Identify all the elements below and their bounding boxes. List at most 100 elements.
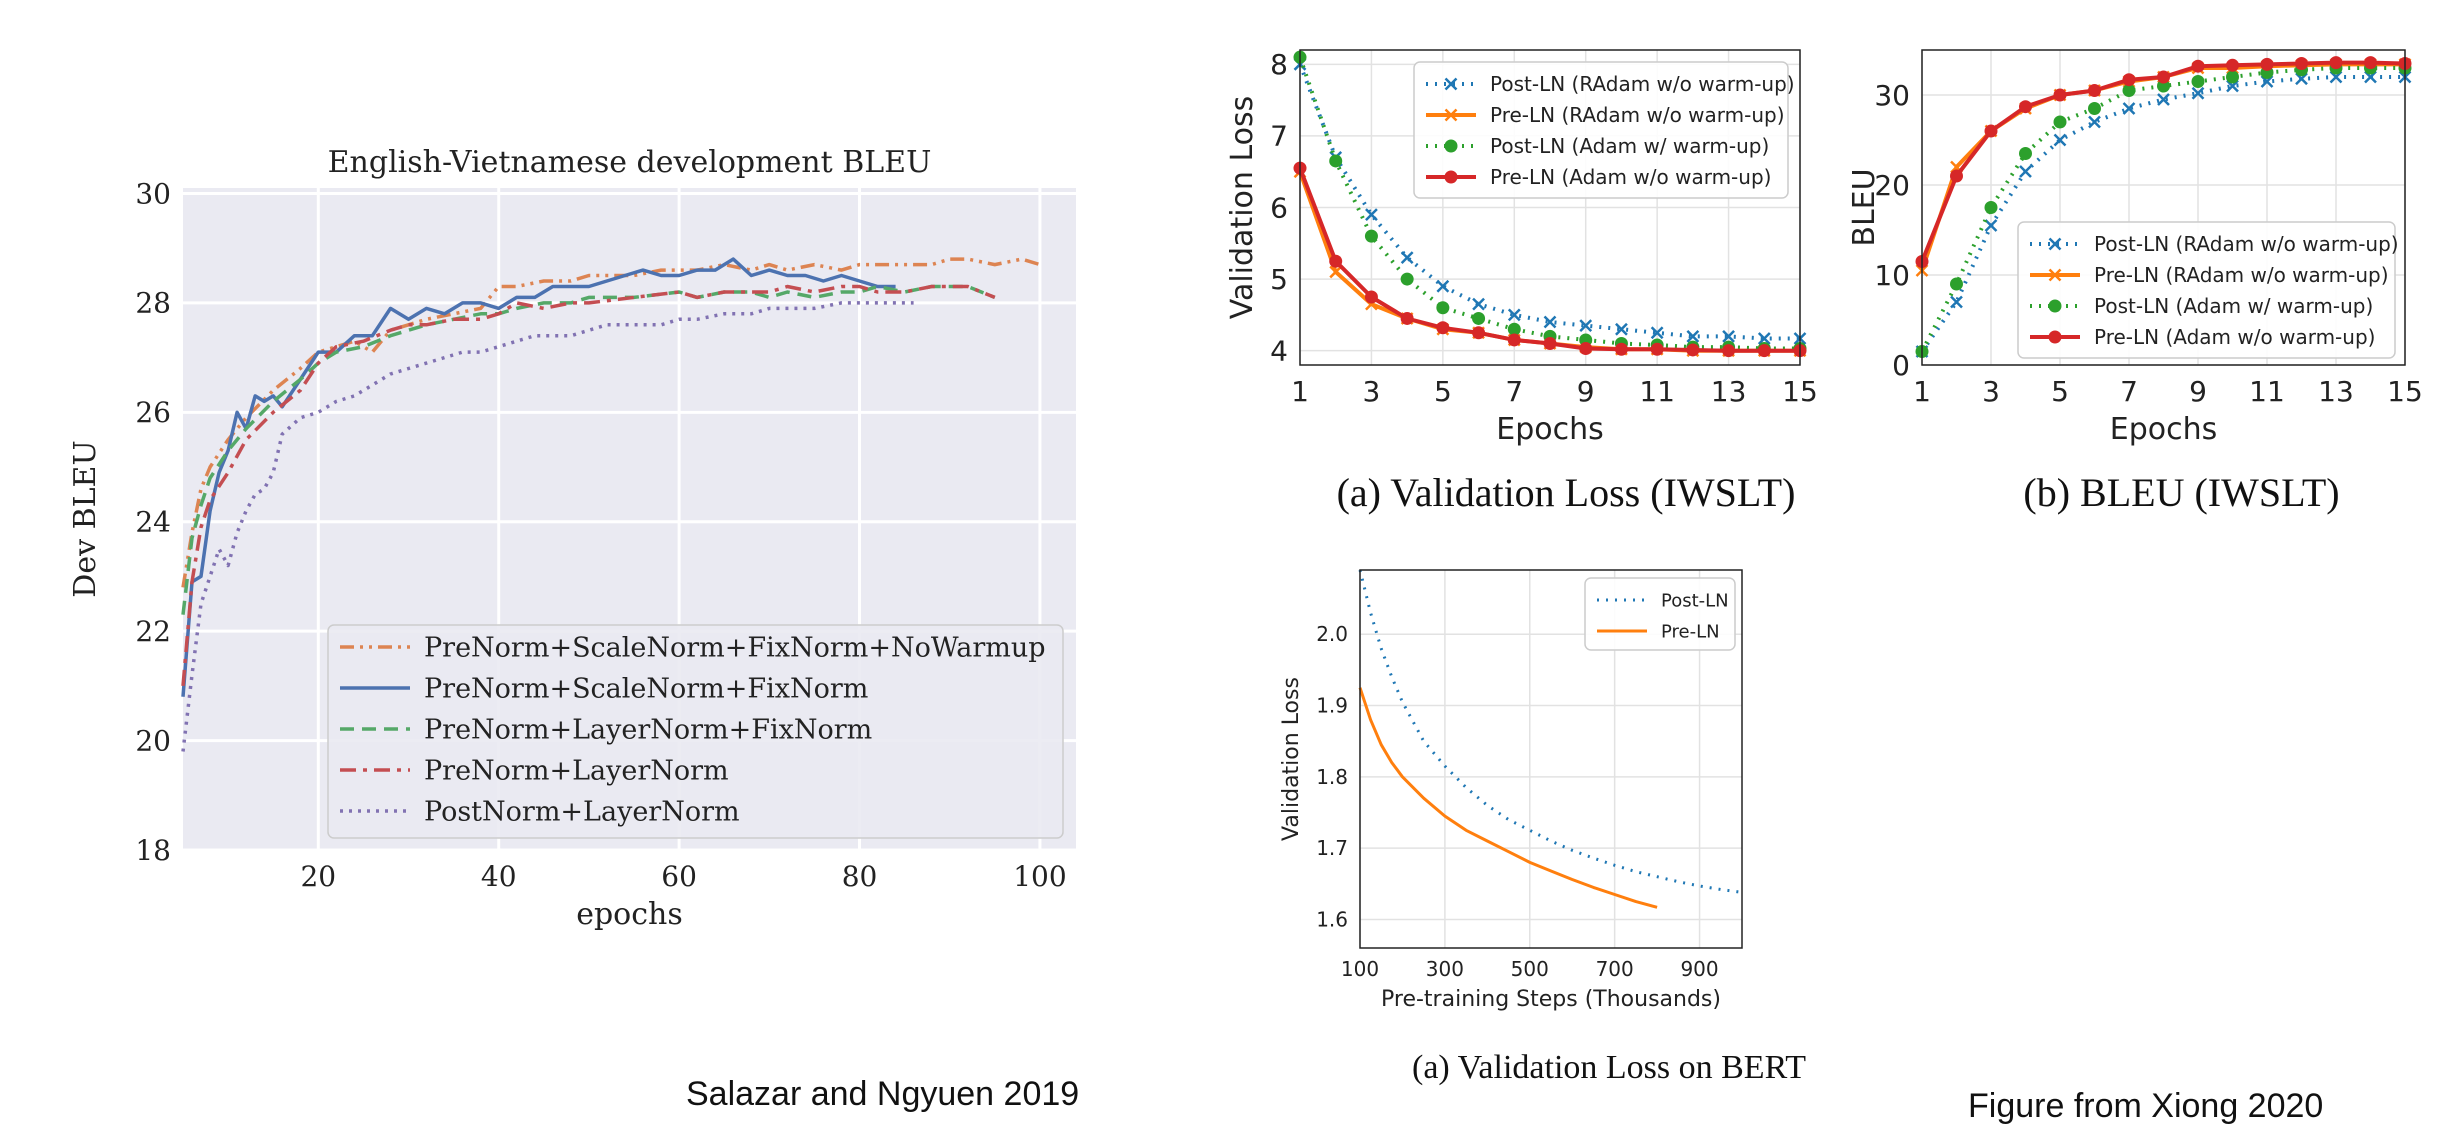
data-point <box>1614 342 1628 356</box>
chart-bleu_salazar: 20 40 60 80 100 18 20 22 24 26 28 30 epochs Dev BLEU E… <box>68 145 1076 932</box>
data-point <box>1329 154 1343 168</box>
x-axis-label: Epochs <box>2110 412 2218 447</box>
y-tick-label: 1.8 <box>1316 765 1348 789</box>
x-tick-label: 60 <box>661 860 697 893</box>
y-tick-label: 2.0 <box>1316 622 1348 646</box>
data-point <box>1543 337 1557 351</box>
x-tick-label: 500 <box>1511 957 1549 981</box>
data-point <box>1615 322 1628 336</box>
legend-label: PostNorm+LayerNorm <box>424 796 740 827</box>
data-point <box>1364 229 1378 243</box>
y-axis-label: Validation Loss <box>1279 677 1304 841</box>
y-tick-label: 30 <box>1874 79 1910 112</box>
data-point <box>2019 147 2032 160</box>
data-point <box>1436 321 1450 335</box>
series-line-3 <box>181 284 996 615</box>
legend-box <box>1413 61 1789 199</box>
y-tick-label: 0 <box>1892 349 1910 382</box>
data-point <box>1507 322 1521 336</box>
chart-val_loss_bert: 100 300 500 700 900 1.6 1.7 1.8 1.9 2.0 Pre-traini… <box>1279 569 1806 1086</box>
data-point <box>1472 311 1486 325</box>
x-tick-label: 13 <box>2318 375 2354 408</box>
x-tick-label: 11 <box>2249 375 2285 408</box>
series-line-1 <box>1298 63 1800 341</box>
data-point <box>2157 70 2170 84</box>
data-point <box>2053 133 2067 147</box>
y-tick-label: 8 <box>1270 48 1288 81</box>
data-point <box>2088 115 2101 129</box>
y-tick-label: 18 <box>135 834 171 867</box>
series-line-1 <box>181 257 1041 588</box>
series-line-3 <box>1920 66 2405 353</box>
data-point <box>1722 329 1735 343</box>
credit-right: Figure from Xiong 2020 <box>1968 1087 2324 1125</box>
x-tick-label: 20 <box>300 860 336 893</box>
legend-label: PreNorm+LayerNorm <box>424 755 729 786</box>
y-tick-label: 1.7 <box>1316 836 1348 860</box>
data-point <box>2260 57 2274 71</box>
legend-label: Pre-LN (Adam w/o warm-up) <box>1490 165 1771 189</box>
data-point <box>1364 290 1378 304</box>
data-point <box>1984 124 1998 138</box>
x-tick-label: 80 <box>842 860 878 893</box>
chart-title: English-Vietnamese development BLEU <box>328 145 932 180</box>
legend-marker <box>2048 330 2062 344</box>
data-point <box>1507 308 1521 322</box>
data-point <box>2364 56 2377 70</box>
credit-left: Salazar and Ngyuen 2019 <box>686 1075 1080 1113</box>
data-point <box>1950 295 1963 309</box>
data-point <box>1329 265 1343 279</box>
legend-marker <box>1444 170 1458 184</box>
x-axis-label: Pre-training Steps (Thousands) <box>1381 987 1721 1012</box>
x-tick-label: 15 <box>2387 375 2423 408</box>
data-point <box>2088 102 2101 115</box>
data-point <box>1365 208 1378 222</box>
data-point <box>2019 100 2032 114</box>
data-point <box>1543 315 1557 329</box>
x-tick-label: 40 <box>481 860 517 893</box>
x-tick-label: 9 <box>1577 375 1595 408</box>
y-axis-label: BLEU <box>1847 168 1882 246</box>
x-tick-label: 13 <box>1711 375 1747 408</box>
data-point <box>2191 86 2205 100</box>
data-point <box>1400 251 1414 264</box>
legend-marker <box>2048 299 2062 313</box>
series-line-2 <box>1358 687 1658 909</box>
data-point <box>1472 326 1486 340</box>
y-tick-label: 20 <box>135 724 171 757</box>
data-point <box>1686 343 1700 357</box>
data-point <box>1686 329 1700 343</box>
series-line-2 <box>181 257 896 697</box>
data-point <box>2329 56 2343 70</box>
data-point <box>2088 84 2101 97</box>
x-tick-label: 100 <box>1341 957 1379 981</box>
legend-label: Post-LN <box>1661 590 1729 611</box>
data-point <box>2191 59 2205 73</box>
data-point <box>2226 58 2239 72</box>
legend-marker <box>1444 108 1458 122</box>
x-tick-label: 700 <box>1596 957 1634 981</box>
x-axis-label: Epochs <box>1496 412 1604 447</box>
data-point <box>1757 344 1771 358</box>
data-point <box>2226 70 2239 84</box>
data-point <box>1472 297 1485 311</box>
chart-caption: (a) Validation Loss on BERT <box>1412 1049 1806 1086</box>
plot-frame <box>1921 49 2406 366</box>
legend-marker <box>2048 237 2062 251</box>
y-tick-label: 10 <box>1874 259 1910 292</box>
legend-label: Pre-LN (Adam w/o warm-up) <box>2094 325 2375 349</box>
data-point <box>2157 93 2170 106</box>
y-tick-label: 28 <box>135 287 171 320</box>
data-point <box>2295 57 2308 70</box>
x-tick-label: 300 <box>1426 957 1464 981</box>
x-tick-label: 7 <box>2120 375 2138 408</box>
legend-label: PreNorm+LayerNorm+FixNorm <box>424 714 872 745</box>
data-point <box>2191 75 2205 88</box>
x-tick-label: 3 <box>1982 375 2000 408</box>
data-point <box>1400 272 1414 286</box>
data-point <box>2053 115 2067 129</box>
data-point <box>1950 277 1963 291</box>
